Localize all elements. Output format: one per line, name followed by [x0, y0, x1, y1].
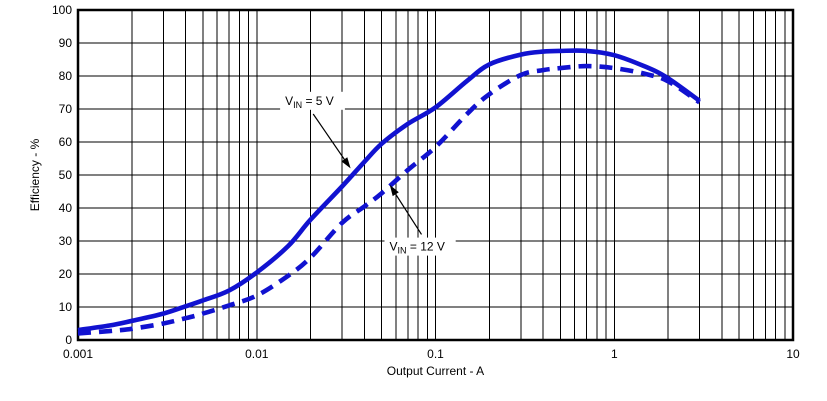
plot-frame [76, 8, 795, 342]
grid [78, 10, 793, 340]
annotation-label-bg [280, 91, 345, 110]
annotation-leader-line [312, 113, 348, 164]
y-tick-label: 80 [59, 69, 73, 83]
y-tick-label: 90 [59, 36, 73, 50]
x-tick-label: 10 [786, 347, 800, 361]
curve-vin-5-v [77, 48, 701, 333]
x-tick-label: 1 [611, 347, 618, 361]
y-tick-label: 30 [59, 234, 73, 248]
annotation-leader-line [392, 189, 423, 235]
y-tick-label: 100 [52, 3, 72, 17]
y-axis-title: Efficiency - % [28, 138, 42, 212]
annotation-label-backgrounds [280, 91, 456, 256]
y-tick-label: 40 [59, 201, 73, 215]
annotation-label: VIN = 12 V [390, 240, 445, 256]
annotation-label: VIN = 5 V [285, 94, 334, 110]
x-tick-label: 0.01 [245, 347, 269, 361]
x-tick-label: 0.001 [63, 347, 93, 361]
annotation-vin-12-v: VIN = 12 V [389, 184, 445, 256]
x-axis-title: Output Current - A [386, 364, 485, 378]
annotation-label-bg [384, 237, 456, 256]
y-tick-label: 0 [65, 333, 72, 347]
arrowhead-icon [389, 184, 399, 197]
annotation-vin-5-v: VIN = 5 V [285, 94, 351, 169]
tick-labels: 0 10 20 30 40 50 60 70 80 90 100 0.001 0.01 0.1 1 10 [52, 3, 800, 361]
y-tick-label: 10 [59, 300, 73, 314]
arrowhead-icon [341, 157, 351, 169]
y-tick-label: 50 [59, 168, 73, 182]
x-tick-label: 0.1 [427, 347, 444, 361]
y-tick-label: 60 [59, 135, 73, 149]
y-tick-label: 20 [59, 267, 73, 281]
curve-vin-12-v [77, 63, 701, 336]
y-tick-label: 70 [59, 102, 73, 116]
